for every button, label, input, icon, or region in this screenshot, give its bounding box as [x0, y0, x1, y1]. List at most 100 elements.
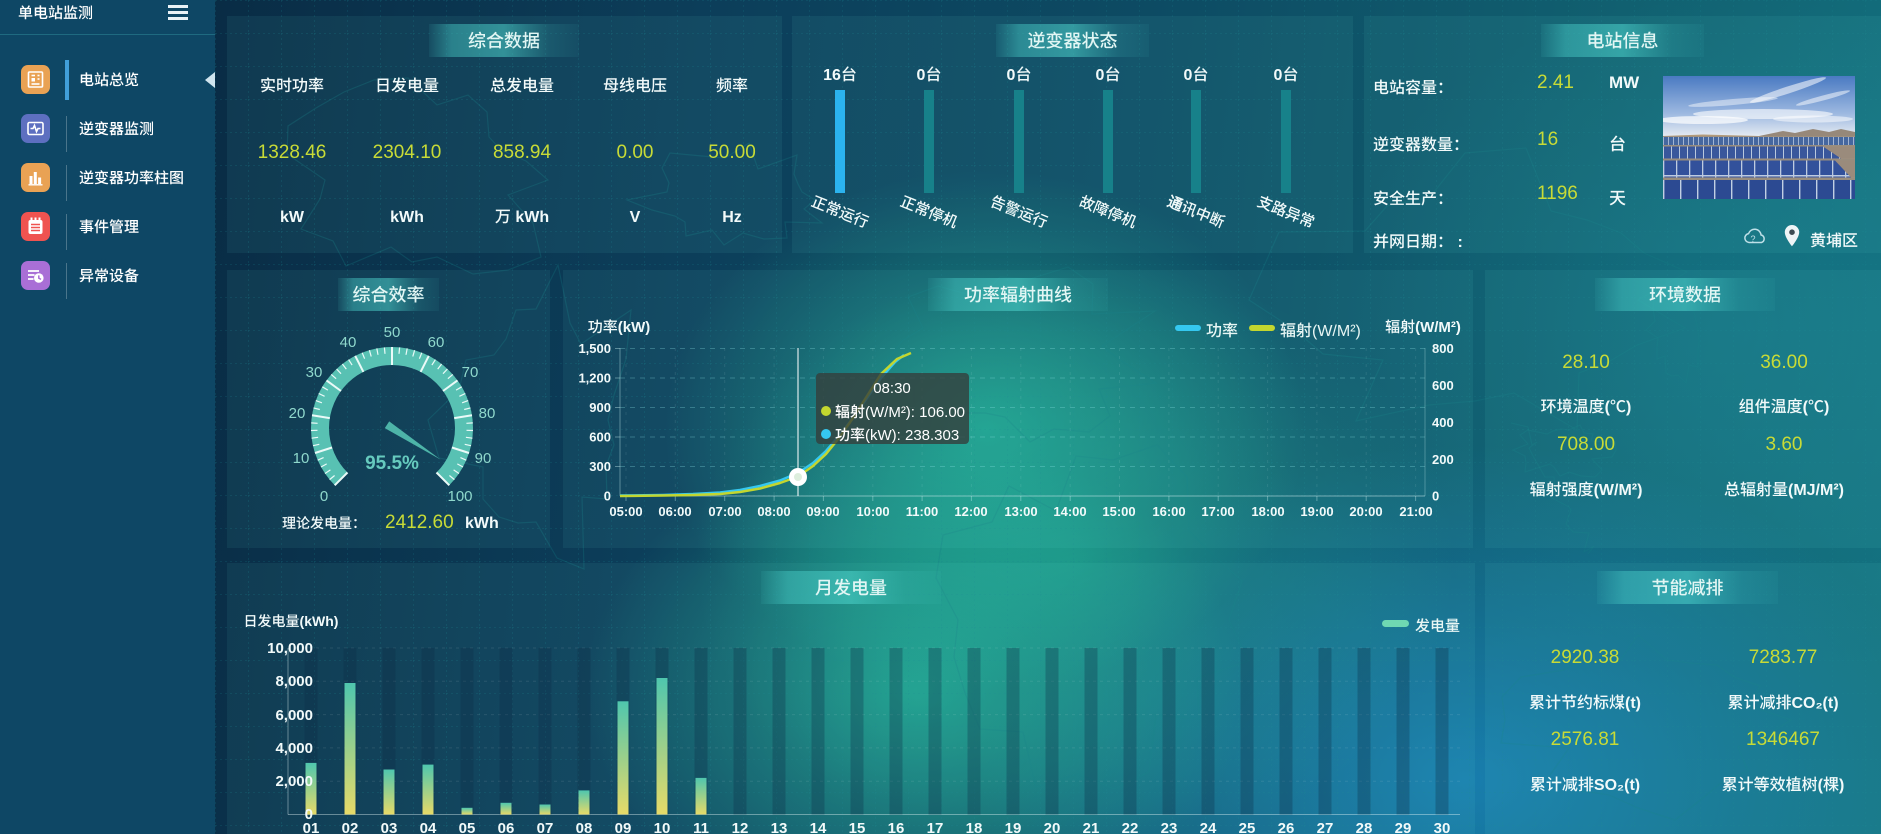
svg-text:2,000: 2,000	[275, 773, 313, 790]
svg-text:0: 0	[320, 488, 328, 505]
svg-text:07:00: 07:00	[708, 504, 741, 519]
svg-text:12:00: 12:00	[954, 504, 987, 519]
svg-text:03: 03	[381, 820, 398, 834]
svg-text:辐射(W/M²): 辐射(W/M²)	[1385, 319, 1461, 336]
svg-text:10: 10	[293, 450, 310, 467]
svg-text:正常运行: 正常运行	[809, 193, 871, 231]
svg-text:功率(kW): 功率(kW)	[588, 319, 651, 336]
svg-text:kWh: kWh	[465, 515, 499, 532]
svg-text:15:00: 15:00	[1102, 504, 1135, 519]
svg-text:0台: 0台	[1274, 66, 1299, 84]
svg-text:14: 14	[810, 820, 827, 834]
svg-text:70: 70	[462, 364, 479, 381]
svg-text:10:00: 10:00	[856, 504, 889, 519]
svg-text:22: 22	[1122, 820, 1139, 834]
svg-text:4,000: 4,000	[275, 740, 313, 757]
svg-text:24: 24	[1200, 820, 1217, 834]
svg-text:功率: 功率	[1206, 322, 1238, 340]
svg-text:正常停机: 正常停机	[898, 193, 960, 231]
svg-text:800: 800	[1432, 341, 1454, 356]
svg-text:11:00: 11:00	[906, 504, 939, 519]
svg-text:日发电量(kWh): 日发电量(kWh)	[244, 613, 339, 629]
svg-text:18:00: 18:00	[1251, 504, 1284, 519]
svg-text:8,000: 8,000	[275, 673, 313, 690]
svg-text:25: 25	[1239, 820, 1256, 834]
svg-text:功率(kW): 238.303: 功率(kW): 238.303	[835, 427, 959, 444]
svg-text:12: 12	[732, 820, 749, 834]
svg-text:09:00: 09:00	[806, 504, 839, 519]
svg-text:1,500: 1,500	[578, 341, 611, 356]
svg-text:60: 60	[428, 334, 445, 351]
svg-text:16台: 16台	[823, 66, 857, 84]
svg-text:900: 900	[589, 400, 611, 415]
svg-text:40: 40	[340, 334, 357, 351]
svg-text:2412.60: 2412.60	[385, 512, 454, 533]
svg-text:28: 28	[1356, 820, 1373, 834]
svg-text:80: 80	[479, 405, 496, 422]
svg-text:600: 600	[1432, 378, 1454, 393]
svg-text:04: 04	[420, 820, 437, 834]
svg-text:15: 15	[849, 820, 866, 834]
svg-text:20: 20	[289, 405, 306, 422]
svg-text:13:00: 13:00	[1004, 504, 1037, 519]
svg-text:16:00: 16:00	[1152, 504, 1185, 519]
svg-text:29: 29	[1395, 820, 1412, 834]
svg-text:19: 19	[1005, 820, 1022, 834]
svg-text:30: 30	[1434, 820, 1451, 834]
svg-text:0台: 0台	[1096, 66, 1121, 84]
svg-text:400: 400	[1432, 415, 1454, 430]
svg-text:11: 11	[693, 820, 709, 834]
svg-text:26: 26	[1278, 820, 1295, 834]
svg-text:06:00: 06:00	[658, 504, 691, 519]
svg-text:08: 08	[576, 820, 593, 834]
svg-text:18: 18	[966, 820, 983, 834]
svg-text:0: 0	[305, 806, 313, 823]
svg-text:27: 27	[1317, 820, 1334, 834]
svg-text:0台: 0台	[917, 66, 942, 84]
svg-text:21:00: 21:00	[1399, 504, 1432, 519]
svg-text:通讯中断: 通讯中断	[1165, 193, 1227, 231]
svg-text:300: 300	[589, 459, 611, 474]
svg-text:19:00: 19:00	[1300, 504, 1333, 519]
svg-text:辐射(W/M²): 106.00: 辐射(W/M²): 106.00	[835, 404, 965, 421]
svg-text:支路异常: 支路异常	[1255, 193, 1317, 231]
svg-text:21: 21	[1083, 820, 1100, 834]
svg-text:告警运行: 告警运行	[988, 193, 1050, 231]
svg-text:发电量: 发电量	[1415, 618, 1460, 635]
svg-text:06: 06	[498, 820, 515, 834]
svg-text:30: 30	[306, 364, 323, 381]
svg-text:理论发电量：: 理论发电量：	[282, 515, 366, 531]
svg-text:故障停机: 故障停机	[1077, 193, 1139, 231]
svg-text:08:00: 08:00	[757, 504, 790, 519]
svg-text:6,000: 6,000	[275, 707, 313, 724]
svg-text:02: 02	[342, 820, 359, 834]
svg-text:1,200: 1,200	[578, 371, 611, 386]
svg-text:17: 17	[927, 820, 944, 834]
svg-text:95.5%: 95.5%	[365, 453, 419, 474]
svg-text:20:00: 20:00	[1349, 504, 1382, 519]
svg-text:16: 16	[888, 820, 905, 834]
svg-text:23: 23	[1161, 820, 1178, 834]
svg-text:90: 90	[475, 450, 492, 467]
svg-text:0台: 0台	[1184, 66, 1209, 84]
svg-text:10: 10	[654, 820, 671, 834]
svg-text:07: 07	[537, 820, 554, 834]
svg-text:09: 09	[615, 820, 632, 834]
svg-text:200: 200	[1432, 452, 1454, 467]
svg-text:?: ?	[1750, 234, 1755, 244]
svg-text:20: 20	[1044, 820, 1061, 834]
svg-text:14:00: 14:00	[1053, 504, 1086, 519]
svg-text:05: 05	[459, 820, 476, 834]
svg-text:01: 01	[303, 820, 320, 834]
svg-text:辐射(W/M²): 辐射(W/M²)	[1280, 322, 1361, 340]
svg-text:0: 0	[1432, 489, 1439, 504]
svg-text:0: 0	[604, 489, 611, 504]
svg-text:08:30: 08:30	[873, 380, 911, 397]
svg-text:05:00: 05:00	[609, 504, 642, 519]
svg-text:10,000: 10,000	[267, 640, 313, 657]
svg-text:13: 13	[771, 820, 788, 834]
svg-text:50: 50	[384, 324, 401, 341]
svg-text:17:00: 17:00	[1201, 504, 1234, 519]
svg-text:100: 100	[447, 488, 472, 505]
svg-text:600: 600	[589, 430, 611, 445]
